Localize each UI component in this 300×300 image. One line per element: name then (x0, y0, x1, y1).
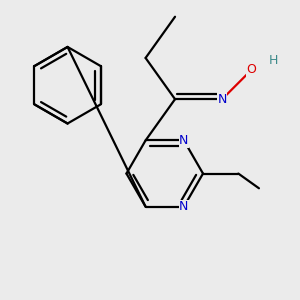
Text: N: N (179, 200, 188, 213)
Text: N: N (179, 134, 188, 147)
Text: N: N (218, 93, 227, 106)
Text: O: O (247, 63, 256, 76)
Text: H: H (269, 54, 279, 68)
